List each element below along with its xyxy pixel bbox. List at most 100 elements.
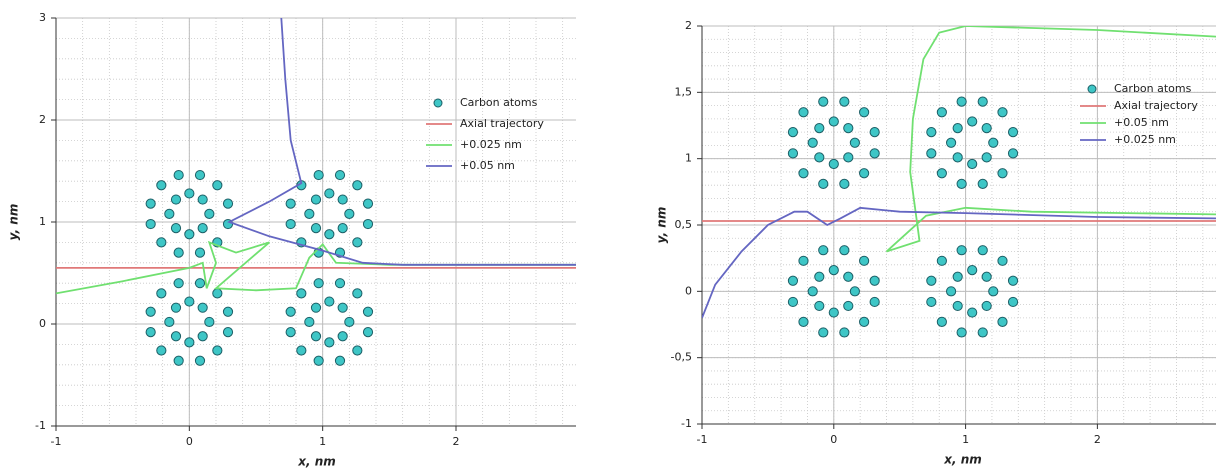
atom	[936, 107, 947, 118]
atom	[839, 245, 850, 256]
atom	[981, 271, 992, 282]
atom	[156, 180, 167, 191]
atom	[956, 245, 967, 256]
x-axis-label: x, nm	[297, 455, 336, 469]
atom	[310, 331, 322, 342]
atom	[807, 286, 818, 297]
atom	[869, 296, 880, 308]
atom	[997, 107, 1008, 118]
atom	[296, 288, 307, 299]
atom	[926, 275, 937, 286]
atom	[324, 296, 335, 307]
atom	[313, 169, 324, 181]
atom	[170, 302, 182, 313]
atom	[798, 255, 809, 266]
atom	[184, 337, 195, 348]
atom	[173, 169, 184, 181]
atom	[936, 316, 947, 327]
atom	[818, 327, 829, 338]
atom	[787, 296, 799, 308]
atom	[362, 218, 374, 230]
atom	[977, 178, 988, 189]
atom	[956, 96, 967, 107]
y-tick-label: 1,5	[675, 85, 693, 98]
atom	[926, 296, 937, 308]
y-tick-label: 0	[685, 284, 692, 297]
atom	[337, 194, 348, 205]
atom	[296, 345, 307, 356]
atom	[145, 306, 156, 317]
atom	[859, 168, 870, 179]
atom	[285, 306, 296, 317]
atom	[285, 198, 296, 209]
atom	[197, 302, 208, 313]
atom	[967, 307, 978, 318]
atom	[197, 331, 208, 342]
legend-label: Axial trajectory	[460, 117, 544, 130]
x-tick-label: 0	[186, 435, 193, 448]
atom	[1007, 275, 1019, 286]
y-tick-label: 3	[39, 11, 46, 24]
atom	[194, 247, 206, 258]
atom	[145, 218, 156, 230]
atom	[798, 316, 809, 327]
atom	[849, 286, 860, 297]
atom	[222, 327, 234, 338]
atom	[859, 255, 870, 266]
atom	[967, 158, 978, 170]
atom	[344, 208, 355, 219]
atom	[197, 223, 208, 234]
atom	[1007, 127, 1019, 138]
x-tick-label: 0	[830, 433, 837, 446]
atom	[344, 316, 355, 328]
atom	[197, 194, 208, 205]
atom	[787, 275, 799, 286]
atom	[156, 345, 167, 356]
atom	[818, 178, 829, 189]
atom	[204, 316, 215, 328]
atom	[334, 169, 346, 181]
atom	[334, 278, 346, 289]
atom	[194, 278, 206, 289]
atom	[952, 152, 963, 163]
plot-content	[56, 18, 576, 366]
atom	[304, 316, 315, 328]
atom	[981, 152, 992, 163]
atom	[337, 331, 348, 342]
x-tick-label: 1	[962, 433, 969, 446]
atom	[798, 168, 809, 179]
atom	[184, 229, 195, 240]
atom	[952, 271, 963, 282]
atom	[362, 198, 374, 209]
atom	[362, 306, 374, 317]
atom	[222, 198, 234, 209]
x-tick-label: 2	[1094, 433, 1101, 446]
atom	[869, 127, 880, 138]
trajectory	[702, 206, 1216, 319]
atom	[839, 327, 850, 338]
y-axis-label: y, nm	[655, 207, 669, 244]
atom	[787, 127, 799, 138]
atom	[156, 237, 167, 248]
x-tick-label: 1	[319, 435, 326, 448]
legend-label: Axial trajectory	[1114, 99, 1198, 112]
atom	[952, 123, 963, 134]
legend-marker	[433, 98, 443, 108]
legend-label: +0.025 nm	[1114, 133, 1176, 146]
atom	[313, 278, 324, 289]
atom	[843, 300, 854, 312]
x-tick-label: -1	[697, 433, 708, 446]
atom	[324, 188, 335, 199]
atom	[859, 316, 870, 327]
legend-label: Carbon atoms	[1114, 82, 1192, 95]
y-tick-label: -0,5	[671, 351, 692, 364]
atom	[334, 355, 346, 366]
y-tick-label: 2	[39, 113, 46, 126]
atom	[285, 327, 296, 338]
atom	[807, 137, 818, 148]
atom	[981, 123, 992, 134]
atom	[324, 337, 335, 348]
legend-label: +0.05 nm	[1114, 116, 1169, 129]
y-tick-label: 1	[39, 215, 46, 228]
atom	[818, 96, 829, 107]
